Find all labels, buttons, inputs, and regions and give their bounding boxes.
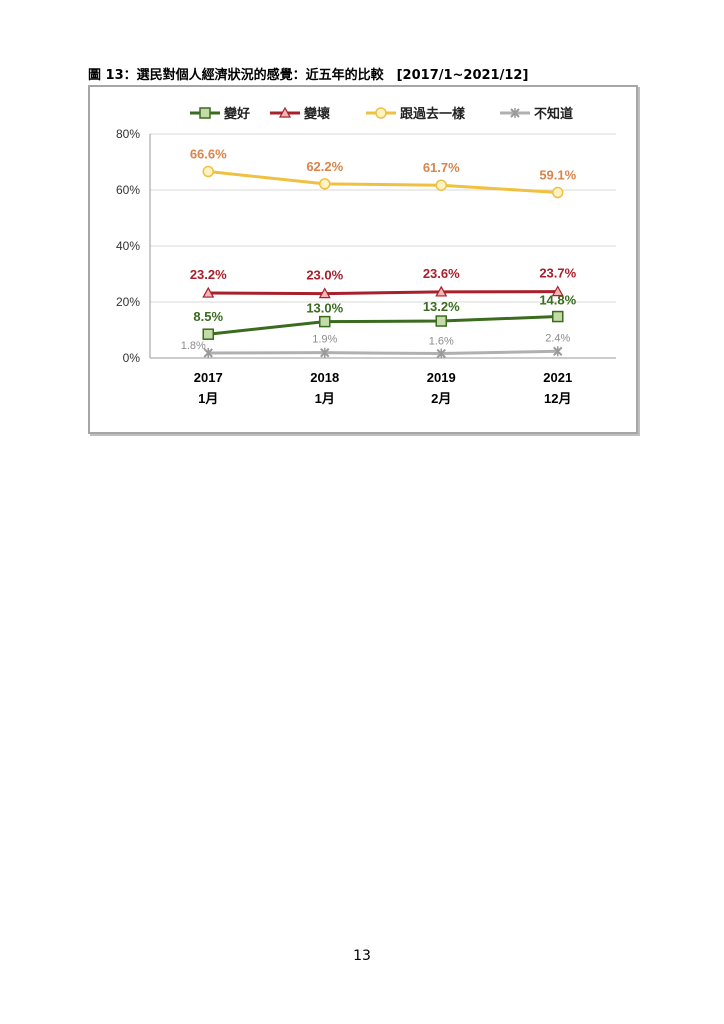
- data-label: 23.6%: [423, 266, 460, 281]
- data-label: 1.9%: [312, 334, 337, 346]
- data-label: 66.6%: [190, 147, 227, 162]
- data-label: 1.8%: [181, 340, 206, 352]
- data-point: [552, 186, 564, 199]
- data-point: [435, 285, 448, 297]
- legend-marker: [199, 107, 211, 119]
- data-label: 62.2%: [306, 159, 343, 174]
- legend-label: 變好: [224, 106, 250, 122]
- chart-frame: 0% 20% 40% 60% 80% 2017 1月 2018 1月 2019 2月 2021 12月 8…: [88, 85, 638, 434]
- data-point: [318, 287, 331, 299]
- data-point: [319, 178, 331, 190]
- legend-marker: [278, 106, 292, 118]
- data-point: [553, 346, 563, 357]
- legend-item: 不知道: [500, 106, 573, 122]
- legend-label: 變壞: [304, 106, 330, 122]
- data-label: 23.7%: [539, 266, 576, 281]
- data-label: 23.2%: [190, 267, 227, 282]
- y-tick-label: 80%: [116, 127, 140, 141]
- x-tick-label-year: 2019: [427, 370, 456, 385]
- legend-label: 跟過去一樣: [400, 106, 466, 122]
- series-line: [208, 170, 558, 195]
- data-label: 2.4%: [545, 332, 570, 344]
- y-tick-label: 0%: [123, 351, 141, 365]
- line-chart: 0% 20% 40% 60% 80% 2017 1月 2018 1月 2019 2月 2021 12月 8…: [116, 106, 616, 406]
- data-label: 13.0%: [306, 301, 343, 316]
- data-point: [202, 286, 215, 298]
- y-tick-label: 40%: [116, 239, 140, 253]
- legend-item: 跟過去一樣: [366, 106, 466, 122]
- x-tick-label-month: 12月: [544, 391, 571, 406]
- x-tick-label-year: 2021: [543, 370, 572, 385]
- data-label: 23.0%: [306, 268, 343, 283]
- legend-marker: [510, 108, 520, 118]
- x-tick-label-year: 2017: [194, 370, 223, 385]
- data-point: [202, 165, 214, 178]
- data-label: 13.2%: [423, 299, 460, 314]
- legend-item: 變好: [190, 106, 250, 122]
- series-line: [208, 290, 558, 296]
- x-tick-label-month: 1月: [315, 391, 335, 406]
- data-point: [436, 348, 446, 359]
- x-tick-label-month: 1月: [198, 391, 218, 406]
- y-tick-label: 60%: [116, 183, 140, 197]
- series-2: 23.2% 23.0% 23.6% 23.7%: [190, 266, 577, 299]
- page-number: 13: [353, 948, 371, 964]
- data-point: [435, 179, 447, 191]
- legend-label: 不知道: [534, 106, 573, 122]
- series-4: 1.8% 1.9% 1.6% 2.4%: [181, 332, 571, 359]
- data-label: 14.8%: [539, 293, 576, 308]
- x-tick-label-month: 2月: [431, 391, 451, 406]
- series-line: [208, 315, 558, 336]
- x-tick-label-year: 2018: [310, 370, 339, 385]
- data-label: 1.6%: [429, 336, 454, 348]
- data-label: 61.7%: [423, 160, 460, 175]
- y-tick-label: 20%: [116, 295, 140, 309]
- data-point: [435, 315, 447, 327]
- data-label: 59.1%: [539, 168, 576, 183]
- data-point: [202, 328, 214, 340]
- legend-marker: [375, 107, 387, 119]
- series-1: 8.5% 13.0% 13.2% 14.8%: [193, 293, 577, 340]
- data-point: [320, 347, 330, 358]
- data-label: 8.5%: [193, 309, 223, 324]
- series-3: 66.6% 62.2% 61.7% 59.1%: [190, 147, 577, 199]
- data-point: [319, 315, 331, 328]
- data-point: [552, 310, 564, 323]
- data-point: [203, 347, 213, 358]
- legend-item: 變壞: [270, 106, 330, 122]
- series-line: [208, 349, 558, 356]
- data-point: [551, 285, 564, 297]
- figure-title: 圖 13：選民對個人經濟狀況的感覺：近五年的比較 [2017/1~2021/12…: [88, 68, 529, 83]
